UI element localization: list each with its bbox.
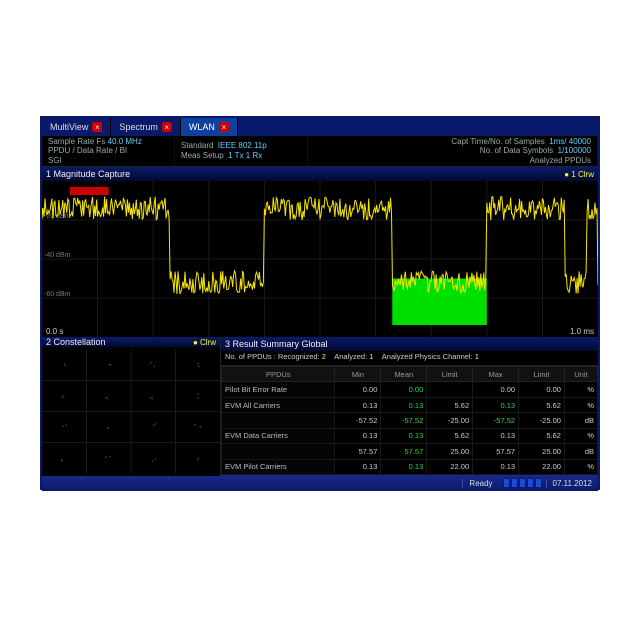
tab-label: WLAN xyxy=(189,122,215,132)
result-table: PPDUsMinMeanLimitMaxLimitUnitPilot Bit E… xyxy=(221,366,598,475)
result-title-bar: 3 Result Summary Global xyxy=(221,337,598,351)
lower-row: 2 Constellation ● Clrw 3 Result Summary … xyxy=(42,337,598,475)
capture-chart: -20 dBm-40 dBm-60 dBm xyxy=(42,181,598,337)
time-end-label: 1.0 ms xyxy=(570,327,594,336)
capture-title-bar: 1 Magnitude Capture ● 1 Clrw xyxy=(42,167,598,181)
status-ready: Ready xyxy=(462,479,498,488)
trace-indicator: ● 1 Clrw xyxy=(564,170,594,179)
close-icon[interactable]: × xyxy=(92,122,102,132)
result-header-row: No. of PPDUs : Recognized: 2 Analyzed: 1… xyxy=(221,351,598,366)
constellation-pane: 2 Constellation ● Clrw xyxy=(42,337,221,475)
tab-wlan[interactable]: WLAN × xyxy=(181,118,238,136)
tab-multiview[interactable]: MultiView × xyxy=(42,118,111,136)
constellation-svg xyxy=(42,347,220,476)
analyzer-window: MultiView × Spectrum × WLAN × Sample Rat… xyxy=(40,116,600,490)
status-icons xyxy=(503,478,542,488)
param-sample-rate: Sample Rate Fs 40.0 MHz PPDU / Data Rate… xyxy=(42,136,175,166)
svg-text:-40 dBm: -40 dBm xyxy=(44,252,71,259)
param-standard: Standard IEEE 802.11p Meas Setup 1 Tx 1 … xyxy=(175,136,308,166)
param-capture: Capt Time/No. of Samples 1ms/ 40000 No. … xyxy=(308,136,598,166)
magnitude-capture-pane[interactable]: -20 dBm-40 dBm-60 dBm 0.0 s 1.0 ms xyxy=(42,181,598,337)
time-start-label: 0.0 s xyxy=(46,327,63,336)
tab-spectrum[interactable]: Spectrum × xyxy=(111,118,181,136)
tab-label: MultiView xyxy=(50,122,88,132)
status-date: 07.11.2012 xyxy=(546,479,598,488)
tab-label: Spectrum xyxy=(119,122,158,132)
tab-bar: MultiView × Spectrum × WLAN × xyxy=(42,118,598,136)
constellation-chart[interactable] xyxy=(42,347,220,476)
result-summary-pane: 3 Result Summary Global No. of PPDUs : R… xyxy=(221,337,598,475)
trace-indicator: ● Clrw xyxy=(193,338,216,347)
svg-text:-60 dBm: -60 dBm xyxy=(44,291,71,298)
constellation-title-bar: 2 Constellation ● Clrw xyxy=(42,337,220,347)
params-bar: Sample Rate Fs 40.0 MHz PPDU / Data Rate… xyxy=(42,136,598,167)
close-icon[interactable]: × xyxy=(162,122,172,132)
close-icon[interactable]: × xyxy=(219,122,229,132)
status-bar: Ready 07.11.2012 xyxy=(42,475,598,491)
